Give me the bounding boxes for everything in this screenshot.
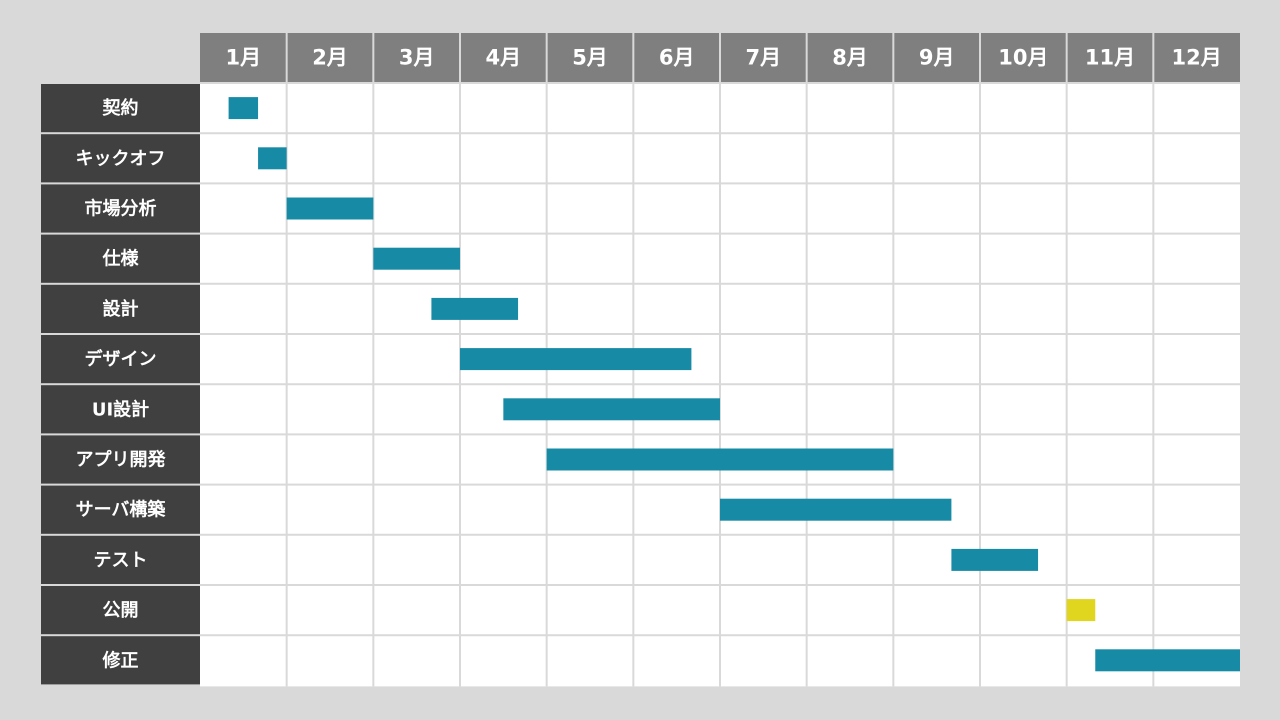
task-bar <box>720 498 952 521</box>
month-header-cell <box>720 33 807 82</box>
month-label: 2月 <box>312 46 348 70</box>
task-label: 公開 <box>103 600 139 621</box>
month-header-cell <box>1066 33 1154 82</box>
task-label-cell <box>41 234 200 283</box>
month-label: 5月 <box>572 46 608 70</box>
month-header-cell <box>200 33 287 82</box>
month-label: 3月 <box>399 46 435 70</box>
month-label: 9月 <box>919 46 955 70</box>
month-header-cell <box>893 33 980 82</box>
month-label: 6月 <box>659 46 695 70</box>
task-label-cell <box>41 84 200 133</box>
task-bar <box>286 197 374 220</box>
task-label: 契約 <box>102 97 139 119</box>
month-header-cell <box>373 33 460 82</box>
task-label-cell <box>41 134 200 183</box>
month-label: 12月 <box>1172 46 1222 70</box>
task-label: キックオフ <box>76 148 166 169</box>
month-header-cell <box>286 33 374 82</box>
task-label: デザイン <box>85 348 157 370</box>
month-header-cell <box>633 33 720 82</box>
task-label-cell <box>41 535 200 584</box>
task-label-cell <box>41 435 200 484</box>
month-label: 1月 <box>226 46 262 70</box>
task-bar <box>503 398 720 421</box>
task-bar <box>228 97 259 120</box>
task-label: 仕様 <box>102 248 140 270</box>
task-label-cell <box>41 485 200 534</box>
task-label: テスト <box>94 550 148 571</box>
task-label: 設計 <box>103 298 139 320</box>
month-label: 8月 <box>832 46 868 70</box>
task-bar <box>546 448 894 471</box>
task-label: 市場分析 <box>85 198 157 220</box>
month-header-cell <box>1153 33 1240 82</box>
task-bar <box>460 348 692 371</box>
task-label-cell <box>41 284 200 333</box>
task-bar <box>1066 599 1096 622</box>
task-label: UI設計 <box>92 398 149 420</box>
month-header-cell <box>806 33 894 82</box>
month-label: 4月 <box>486 46 522 70</box>
month-label: 11月 <box>1085 46 1135 70</box>
task-label-cell <box>41 586 200 635</box>
month-label: 7月 <box>746 46 782 70</box>
task-bar <box>373 247 460 270</box>
task-label: サーバ構築 <box>76 499 167 521</box>
task-label-cell <box>41 184 200 233</box>
task-label: アプリ開発 <box>76 449 167 471</box>
task-label: 修正 <box>102 649 139 671</box>
task-label-cell <box>41 335 200 384</box>
month-header-cell <box>546 33 634 82</box>
month-label: 10月 <box>998 46 1048 70</box>
task-label-cell <box>41 636 200 685</box>
task-label-cell <box>41 385 200 434</box>
task-bar <box>431 297 519 320</box>
task-bar <box>258 147 287 170</box>
month-header-cell <box>460 33 547 82</box>
month-header-cell <box>980 33 1067 82</box>
task-bar <box>951 548 1039 571</box>
task-bar <box>1095 649 1240 672</box>
